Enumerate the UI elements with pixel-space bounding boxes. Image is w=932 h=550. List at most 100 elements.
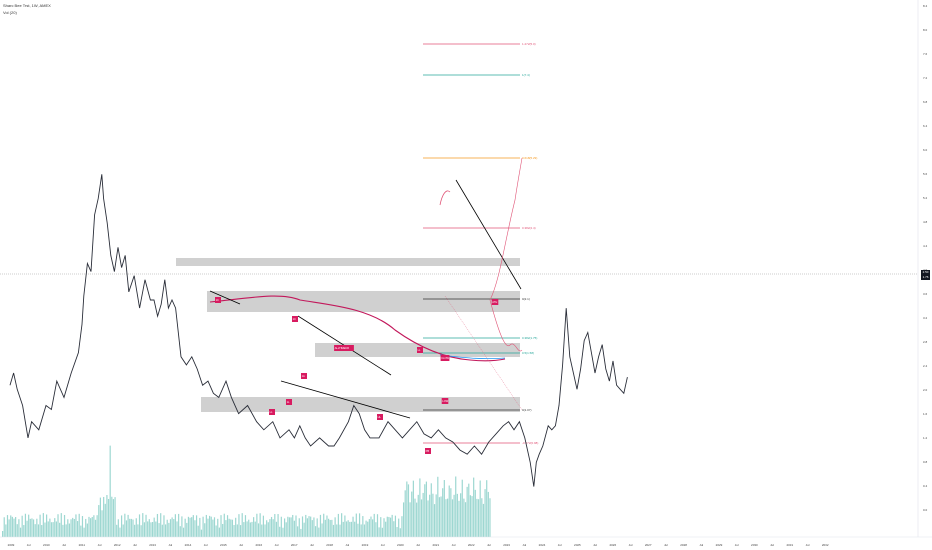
volume-bar <box>300 528 302 537</box>
volume-bar <box>59 522 61 537</box>
volume-bar <box>298 518 300 537</box>
x-axis-tick-label: Jul <box>770 543 774 547</box>
volume-bar <box>101 510 103 537</box>
volume-bar <box>231 519 234 537</box>
volume-bar <box>200 529 203 537</box>
volume-bar <box>402 502 405 537</box>
volume-bar <box>44 522 46 537</box>
volume-bar <box>446 498 449 537</box>
volume-bar <box>275 521 278 537</box>
volume-bar <box>11 516 13 537</box>
volume-bar <box>218 527 220 537</box>
volume-bar <box>161 524 163 537</box>
volume-bar <box>337 513 339 537</box>
volume-bar <box>313 517 315 537</box>
marker-label: LOW <box>442 399 448 403</box>
volume-bar <box>256 513 258 537</box>
volume-bar <box>342 521 344 537</box>
volume-bar <box>52 522 54 537</box>
volume-bar <box>404 490 406 537</box>
volume-bar <box>18 519 20 537</box>
volume-bar <box>424 484 426 537</box>
volume-bar <box>191 517 193 537</box>
y-axis-tick-label: 2.0 <box>923 388 928 392</box>
x-axis-tick-label: 2026 <box>609 543 616 547</box>
fib-level-label: 0.618(5.29) <box>522 156 537 160</box>
volume-bar <box>119 527 121 537</box>
volume-bar <box>435 494 437 537</box>
volume-indicator-label: Vol (20) <box>3 10 17 15</box>
y-axis-tick-label: 7.2 <box>923 76 928 80</box>
volume-bar <box>10 515 12 537</box>
volume-bar <box>96 515 98 537</box>
volume-bar <box>88 516 90 537</box>
volume-bar <box>352 516 354 537</box>
volume-bar <box>104 503 106 537</box>
volume-bar <box>65 524 67 537</box>
marker-label: 1C <box>216 298 219 302</box>
volume-bar <box>106 495 108 537</box>
volume-bar <box>217 518 219 537</box>
x-axis-tick-label: 2018 <box>326 543 333 547</box>
volume-bar <box>411 491 413 537</box>
volume-bar <box>277 514 279 537</box>
volume-bar <box>93 515 95 537</box>
x-axis-tick-label: Jul <box>558 543 562 547</box>
volume-bar <box>380 517 382 537</box>
x-axis-tick-label: 2031 <box>786 543 793 547</box>
fib-level-label: 0.382(1.75) <box>522 336 537 340</box>
volume-bar <box>174 514 176 537</box>
volume-bar <box>98 505 100 537</box>
volume-bar <box>391 514 393 537</box>
volume-bar <box>489 498 491 537</box>
volume-bar <box>461 479 463 537</box>
volume-bar <box>122 524 124 537</box>
marker-badge <box>334 345 354 351</box>
volume-bar <box>205 514 207 537</box>
volume-bar <box>23 525 25 537</box>
volume-bar <box>36 518 38 537</box>
volume-bar <box>179 526 181 537</box>
volume-bar <box>293 520 295 537</box>
volume-bar <box>197 525 199 537</box>
volume-bar <box>199 517 201 537</box>
volume-bar <box>433 504 436 537</box>
volume-bar <box>283 518 286 537</box>
volume-bar <box>463 498 465 537</box>
volume-bar <box>316 518 318 537</box>
marker-label: ATH <box>492 300 497 304</box>
x-axis-tick-label: Jul <box>381 543 385 547</box>
y-axis-tick-label: 3.2 <box>923 316 928 320</box>
volume-bar <box>318 527 320 537</box>
volume-bar <box>78 513 80 537</box>
volume-bar <box>282 527 284 537</box>
fib-level-label: 0(1.07) <box>522 408 532 412</box>
volume-bar <box>46 514 48 537</box>
volume-bar <box>226 515 229 537</box>
x-axis-tick-label: Jul <box>133 543 137 547</box>
volume-bar <box>376 514 379 537</box>
y-axis-tick-label: 6.4 <box>923 124 928 128</box>
volume-bar <box>21 515 23 537</box>
x-axis-tick-label: 2024 <box>539 543 546 547</box>
volume-bar <box>422 492 424 537</box>
volume-bar <box>223 513 225 537</box>
x-axis-tick-label: 2028 <box>680 543 687 547</box>
volume-bar <box>83 527 85 537</box>
volume-bar <box>187 516 190 537</box>
y-axis-tick-label: 8.0 <box>923 28 928 32</box>
volume-bar <box>94 519 97 537</box>
y-axis-tick-label: 2.8 <box>923 340 928 344</box>
volume-bar <box>138 514 141 537</box>
volume-bar <box>306 518 309 537</box>
volume-bar <box>80 525 82 537</box>
volume-bar <box>143 522 146 537</box>
volume-bar <box>328 518 330 537</box>
volume-bar <box>253 517 255 537</box>
volume-bar <box>261 524 263 537</box>
volume-bar <box>239 525 242 537</box>
x-axis-tick-label: 2017 <box>291 543 298 547</box>
volume-bar <box>15 517 17 537</box>
